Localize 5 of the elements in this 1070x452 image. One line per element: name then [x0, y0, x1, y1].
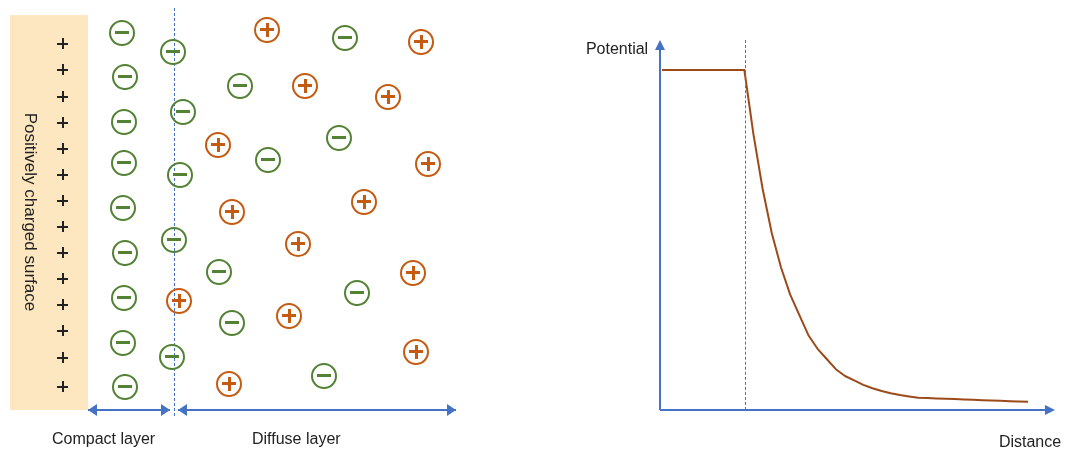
text: Positively charged surface [20, 112, 40, 312]
text: Compact layer [52, 430, 156, 448]
y-axis-title: Potential [585, 40, 649, 58]
text: Diffuse layer [252, 430, 341, 448]
x-axis-title: Distance [998, 433, 1062, 451]
